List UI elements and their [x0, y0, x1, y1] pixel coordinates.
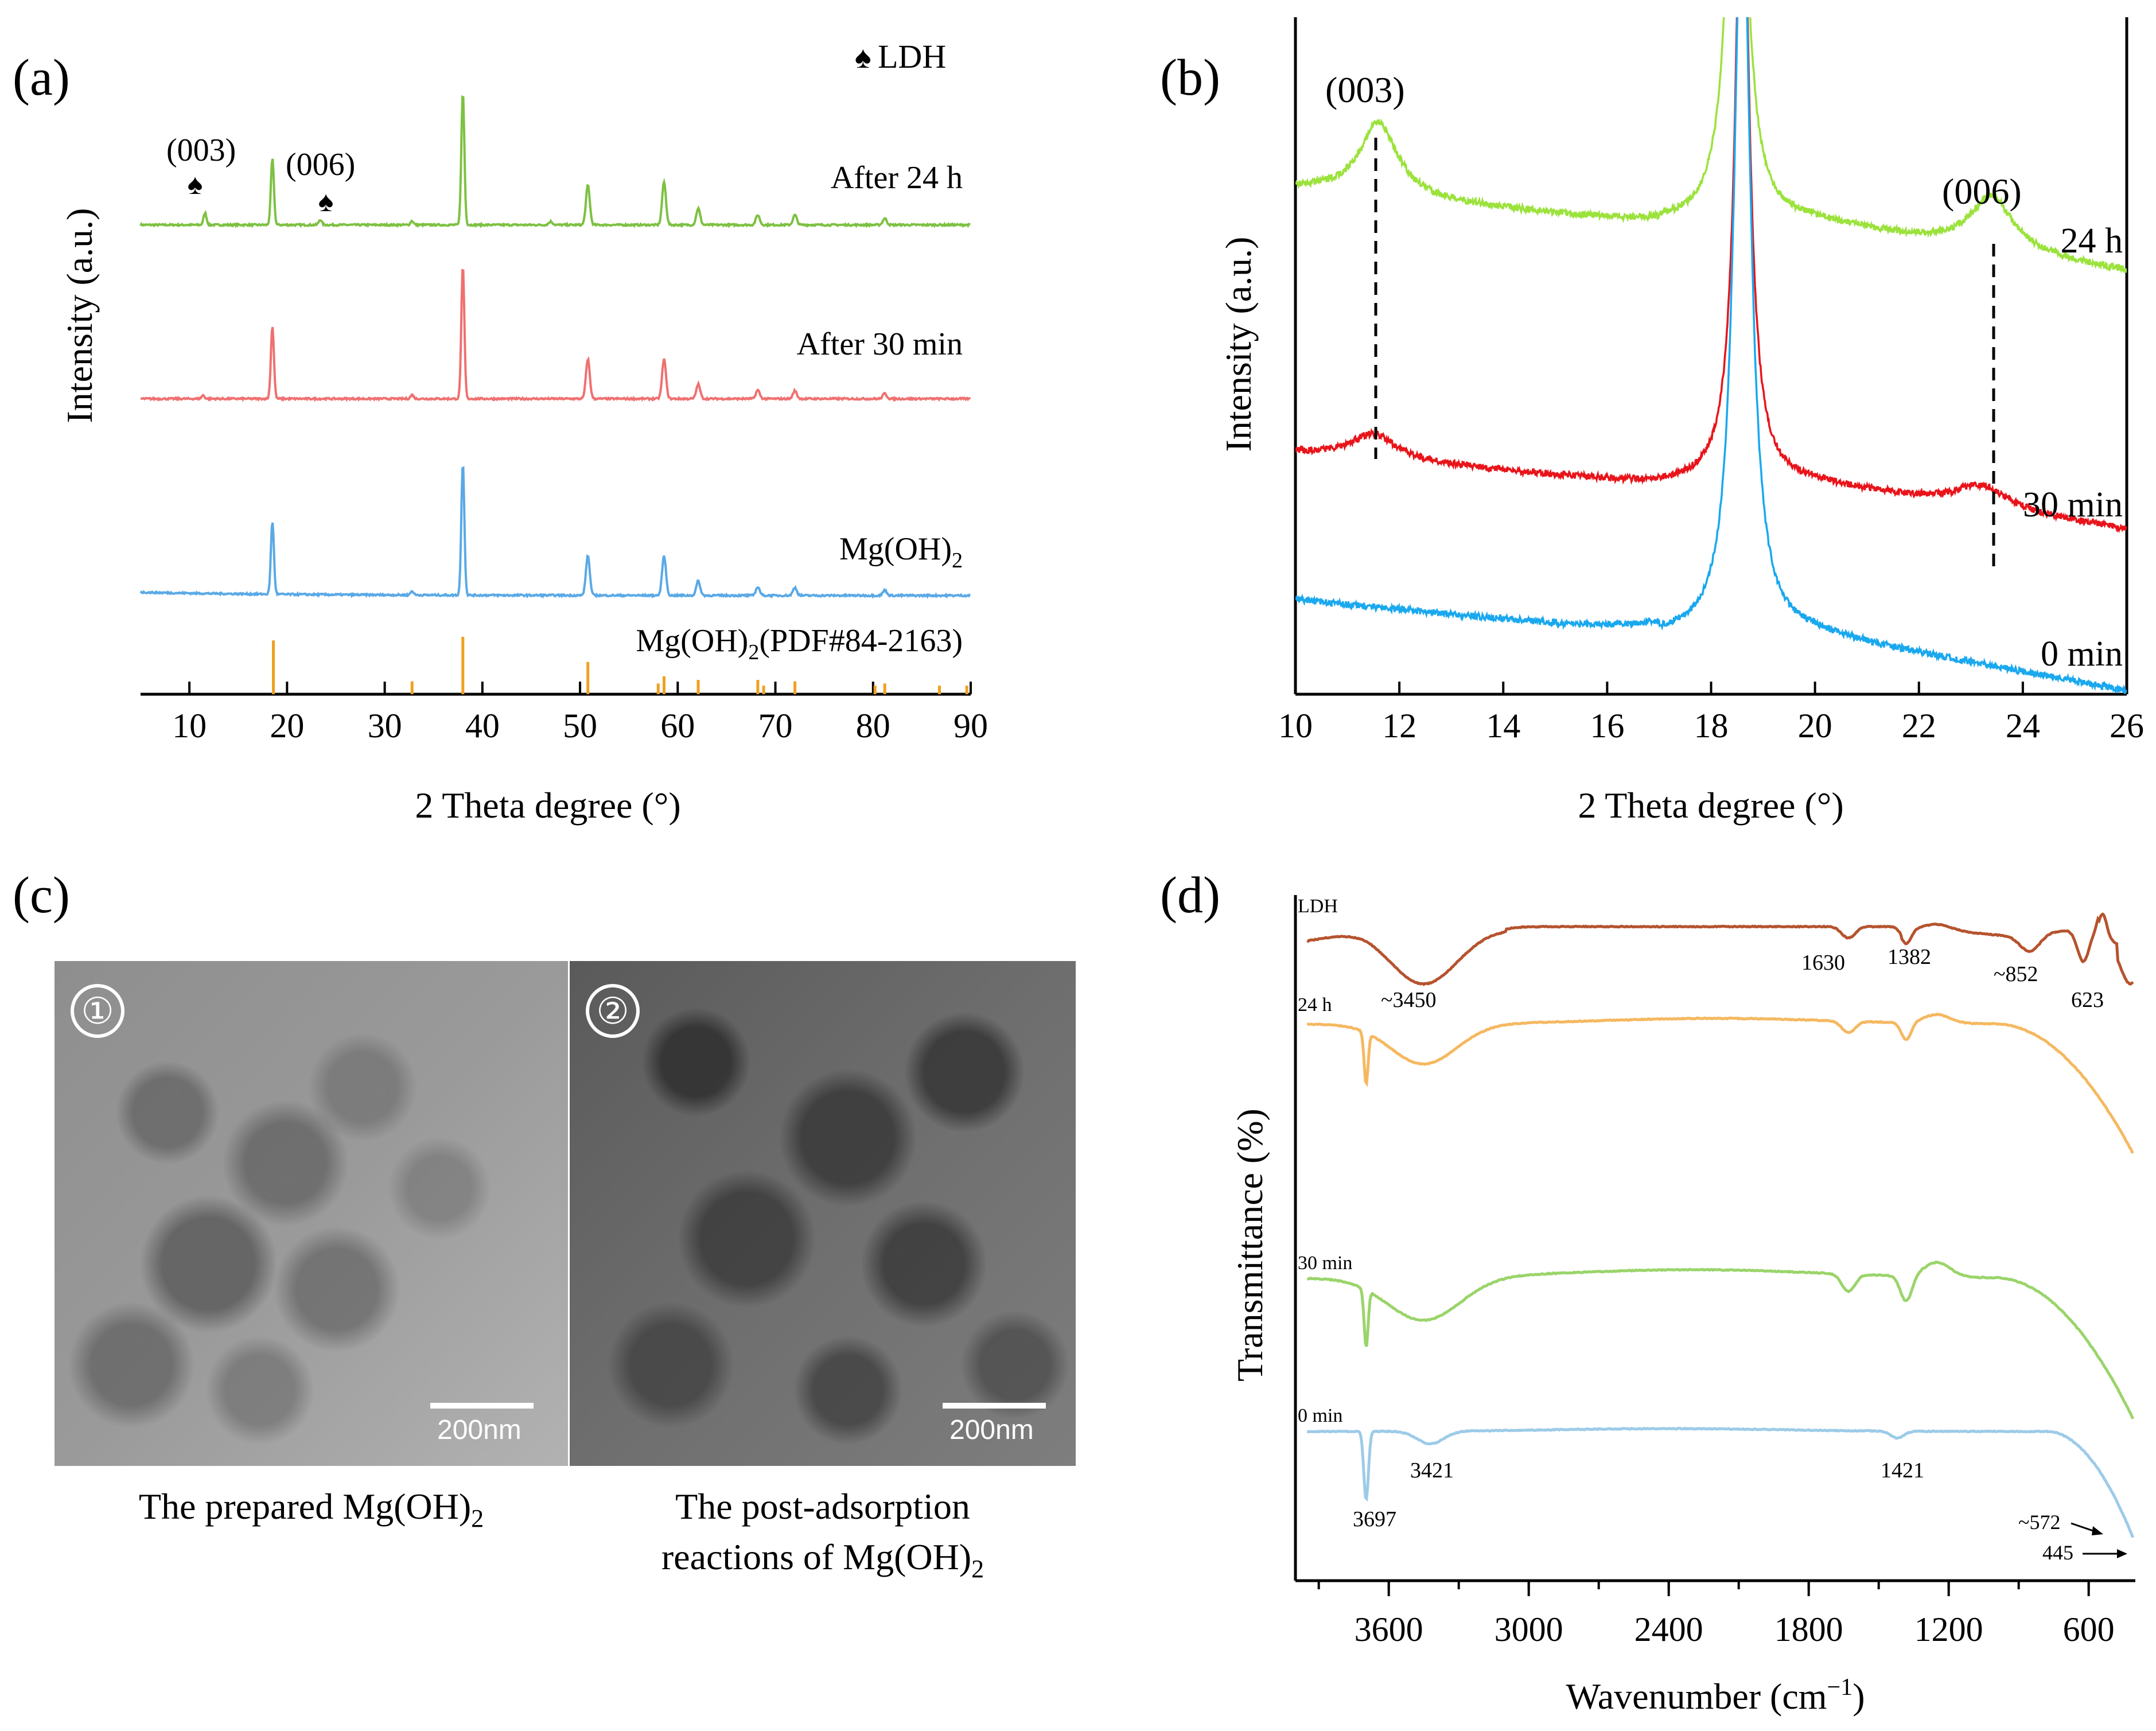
panel-a-label: (a): [13, 49, 70, 106]
arrow-572-head: [2092, 1526, 2103, 1535]
panel-a-legend-label: LDH: [878, 38, 946, 75]
panel-a-x-label: 2 Theta degree (°): [415, 785, 680, 826]
panel-a-label-24h: After 24 h: [831, 160, 963, 196]
panel-d-label-24h: 24 h: [1298, 994, 1332, 1016]
b-xtick-label: 14: [1486, 707, 1520, 745]
panel-a-label-30min: After 30 min: [797, 326, 963, 362]
panel-c-label: (c): [13, 867, 70, 924]
annot-3697: 3697: [1353, 1507, 1396, 1531]
panel-b: (b) 10 12 14 16 18 20 22 24 26 2 Theta degree (°…: [1160, 17, 2144, 826]
panel-d-y-label: Transmittance (%): [1229, 1108, 1270, 1382]
annot-3421: 3421: [1410, 1458, 1454, 1483]
tem-caption-1: The prepared Mg(OH)2: [138, 1486, 484, 1532]
panel-a-reference-lines: [272, 637, 968, 694]
a-xtick-label: 70: [758, 707, 793, 745]
d-xtick-label: 3600: [1355, 1611, 1423, 1648]
a-series-line-2: [139, 466, 971, 599]
panel-d-x-label: Wavenumber (cm−1): [1566, 1674, 1865, 1717]
panel-a-series-group: [139, 95, 971, 599]
a-xtick-label: 60: [660, 707, 695, 745]
a-series-line-0: [139, 95, 971, 229]
a-xtick-label: 80: [856, 707, 890, 745]
a-xtick-label: 10: [172, 707, 207, 745]
b-series-line-1: [1295, 17, 2127, 534]
panel-d-label-0min: 0 min: [1298, 1405, 1342, 1426]
b-xtick-label: 18: [1694, 707, 1729, 745]
panel-b-label-24h: 24 h: [2061, 221, 2123, 260]
d-xtick-label: 1200: [1914, 1611, 1983, 1648]
a-xtick-label: 40: [465, 707, 500, 745]
d-xtick-label: 2400: [1634, 1611, 1703, 1648]
panel-b-label: (b): [1160, 49, 1220, 106]
b-xtick-label: 22: [1902, 707, 1936, 745]
b-xtick-label: 10: [1278, 707, 1313, 745]
tem-scale-text-2: 200nm: [949, 1415, 1034, 1445]
d-xtick-label: 3000: [1495, 1611, 1563, 1648]
panel-a-legend-symbol: ♠: [855, 40, 871, 75]
arrow-445-head: [2117, 1549, 2127, 1558]
panel-b-annot-006: (006): [1942, 171, 2022, 212]
b-xtick-label: 16: [1590, 707, 1624, 745]
panel-d: (d) 3600 3000 2400 1800 1200 600 Wavenumber (…: [1160, 867, 2135, 1717]
tem-scalebar-2: [943, 1403, 1046, 1409]
panel-b-annot-003: (003): [1325, 69, 1405, 110]
panel-d-label: (d): [1160, 867, 1220, 924]
tem-caption-2: The post-adsorption reactions of Mg(OH)2: [661, 1486, 984, 1583]
tem-badge-1: ①: [71, 984, 124, 1038]
annot-445: 445: [2042, 1541, 2073, 1564]
panel-a-x-ticks: 10 20 30 40 50 60 70 80 90: [172, 682, 988, 745]
panel-a-annot-006-symbol: ♠: [318, 185, 334, 217]
panel-a-annot-003: (003): [166, 133, 236, 168]
d-series-line-3: [1306, 1426, 2135, 1538]
panel-b-label-0min: 0 min: [2041, 635, 2123, 674]
annot-3450: ~3450: [1381, 988, 1437, 1012]
a-xtick-label: 30: [368, 707, 402, 745]
d-series-line-1: [1306, 1013, 2134, 1154]
tem-scale-text-1: 200nm: [437, 1415, 522, 1445]
tem-badge-2: ②: [586, 984, 640, 1038]
b-series-line-0: [1295, 17, 2127, 274]
panel-b-x-label: 2 Theta degree (°): [1578, 785, 1843, 826]
panel-a-label-pdf: Mg(OH)2(PDF#84-2163): [636, 623, 963, 664]
d-series-line-2: [1307, 1261, 2135, 1419]
panel-d-series-group: [1306, 912, 2135, 1538]
panel-d-label-30min: 30 min: [1298, 1252, 1352, 1274]
annot-1630: 1630: [1801, 951, 1845, 975]
panel-d-label-ldh: LDH: [1298, 896, 1338, 917]
panel-b-label-30min: 30 min: [2023, 485, 2123, 524]
a-xtick-label: 50: [563, 707, 597, 745]
b-xtick-label: 20: [1798, 707, 1832, 745]
b-xtick-label: 24: [2006, 707, 2040, 745]
b-xtick-label: 26: [2110, 707, 2144, 745]
panel-a-label-mgoh2: Mg(OH)2: [839, 531, 963, 573]
annot-1421: 1421: [1881, 1458, 1924, 1483]
a-xtick-label: 90: [954, 707, 988, 745]
annot-572: ~572: [2018, 1511, 2060, 1534]
b-xtick-label: 12: [1382, 707, 1416, 745]
panel-a-y-label: Intensity (a.u.): [59, 208, 100, 423]
panel-b-x-ticks: 10 12 14 16 18 20 22 24 26: [1278, 682, 2144, 745]
b-series-line-2: [1295, 17, 2127, 694]
a-xtick-label: 20: [270, 707, 304, 745]
panel-a-annot-003-symbol: ♠: [188, 168, 203, 200]
annot-1382: 1382: [1888, 945, 1931, 969]
d-xtick-label: 1800: [1774, 1611, 1843, 1648]
annot-852: ~852: [1994, 962, 2038, 986]
panel-d-x-ticks: 3600 3000 2400 1800 1200 600: [1317, 1581, 2115, 1648]
panel-a-annot-006: (006): [286, 147, 355, 182]
panel-b-series-group: [1295, 17, 2127, 694]
d-xtick-label: 600: [2063, 1611, 2115, 1648]
d-series-line-0: [1306, 912, 2134, 986]
tem-image-2: ② 200nm: [570, 961, 1076, 1466]
panel-a: (a) 10 20 30 40 50 60 70 80 90 2 Theta degree (°…: [13, 38, 988, 826]
a-series-line-1: [140, 269, 971, 402]
tem-image-1: ① 200nm: [55, 961, 568, 1466]
panel-b-y-label: Intensity (a.u.): [1218, 237, 1259, 452]
annot-623: 623: [2071, 988, 2104, 1012]
tem-scalebar-1: [430, 1403, 534, 1409]
